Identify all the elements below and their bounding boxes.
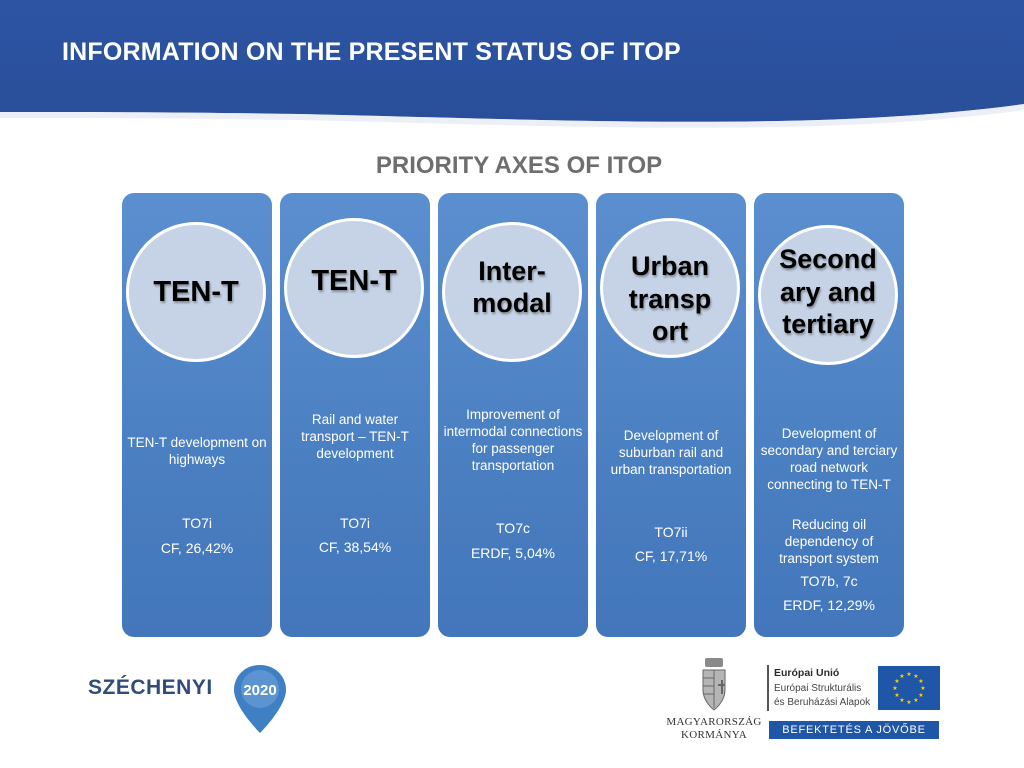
section-subtitle: PRIORITY AXES OF ITOP bbox=[375, 152, 663, 179]
axis-description-2: Rail and water transport – TEN-T develop… bbox=[301, 412, 409, 461]
axis-circle-label-4: Urban transp ort bbox=[628, 251, 712, 347]
government-label-line1: MAGYARORSZÁG bbox=[666, 716, 762, 728]
axis-code-2: TO7i bbox=[339, 515, 371, 531]
page-title: INFORMATION ON THE PRESENT STATUS OF ITO… bbox=[62, 38, 681, 66]
axis-fund-1: CF, 26,42% bbox=[160, 540, 234, 556]
svg-text:★: ★ bbox=[913, 673, 918, 680]
szechenyi-logo-text: SZÉCHENYI bbox=[88, 676, 213, 699]
axis-description-3: Improvement of intermodal connections fo… bbox=[443, 407, 583, 473]
szechenyi-year: 2020 bbox=[243, 682, 276, 699]
svg-text:★: ★ bbox=[894, 692, 899, 699]
axis-fund-4: CF, 17,71% bbox=[634, 548, 708, 564]
svg-text:★: ★ bbox=[918, 678, 923, 685]
axis-circle-1: TEN-T bbox=[126, 222, 266, 362]
axis-circle-label-2: TEN-T bbox=[311, 264, 397, 297]
investing-in-future-banner: BEFEKTETÉS A JÖVŐBE bbox=[769, 721, 939, 739]
axis-fund-5: ERDF, 12,29% bbox=[783, 597, 875, 613]
axis-description-4: Development of suburban rail and urban t… bbox=[610, 428, 732, 477]
axis-circle-label-1: TEN-T bbox=[153, 275, 239, 308]
axis-code-5: TO7b, 7c bbox=[800, 573, 858, 589]
hungarian-coat-of-arms-icon bbox=[702, 658, 726, 711]
axis-circle-4: Urban transp ort bbox=[600, 218, 740, 358]
axis-code-1: TO7i bbox=[181, 515, 213, 531]
svg-text:★: ★ bbox=[899, 697, 904, 704]
svg-text:★: ★ bbox=[918, 692, 923, 699]
axis-description-5: Development of secondary and terciary ro… bbox=[760, 426, 898, 492]
svg-text:★: ★ bbox=[906, 699, 911, 706]
axis-code-4: TO7ii bbox=[654, 524, 688, 540]
axis-fund-2: CF, 38,54% bbox=[318, 539, 392, 555]
axis-description-1: TEN-T development on highways bbox=[127, 435, 267, 467]
svg-text:★: ★ bbox=[906, 671, 911, 678]
axis-fund-3: ERDF, 5,04% bbox=[470, 545, 556, 561]
government-label-line2: KORMÁNYA bbox=[681, 729, 747, 741]
eu-line-1: Európai Strukturális bbox=[774, 683, 862, 694]
axis-circle-3: Inter- modal bbox=[442, 222, 582, 362]
axis-circle-5: Second ary and tertiary bbox=[758, 225, 898, 365]
eu-line-2: és Beruházási Alapok bbox=[774, 697, 871, 708]
svg-text:★: ★ bbox=[892, 685, 897, 692]
svg-text:★: ★ bbox=[894, 678, 899, 685]
svg-text:★: ★ bbox=[899, 673, 904, 680]
eu-funds-block bbox=[767, 665, 875, 711]
header-band bbox=[0, 0, 1024, 128]
axis-extra-5: Reducing oil dependency of transport sys… bbox=[779, 517, 879, 566]
axis-circle-2: TEN-T bbox=[284, 218, 424, 358]
svg-text:★: ★ bbox=[920, 685, 925, 692]
eu-title: Európai Unió bbox=[774, 667, 840, 679]
axis-circle-label-5: Second ary and tertiary bbox=[779, 244, 877, 340]
axis-code-3: TO7c bbox=[496, 520, 530, 536]
eu-flag-icon: ★ ★ ★ ★ ★ ★ ★ ★ ★ ★ ★ ★ bbox=[878, 666, 940, 710]
axis-circle-label-3: Inter- modal bbox=[472, 255, 552, 318]
svg-text:★: ★ bbox=[913, 697, 918, 704]
szechenyi-2020-logo-icon: 2020 bbox=[234, 665, 286, 733]
government-label: MAGYARORSZÁG KORMÁNYA bbox=[664, 716, 764, 742]
